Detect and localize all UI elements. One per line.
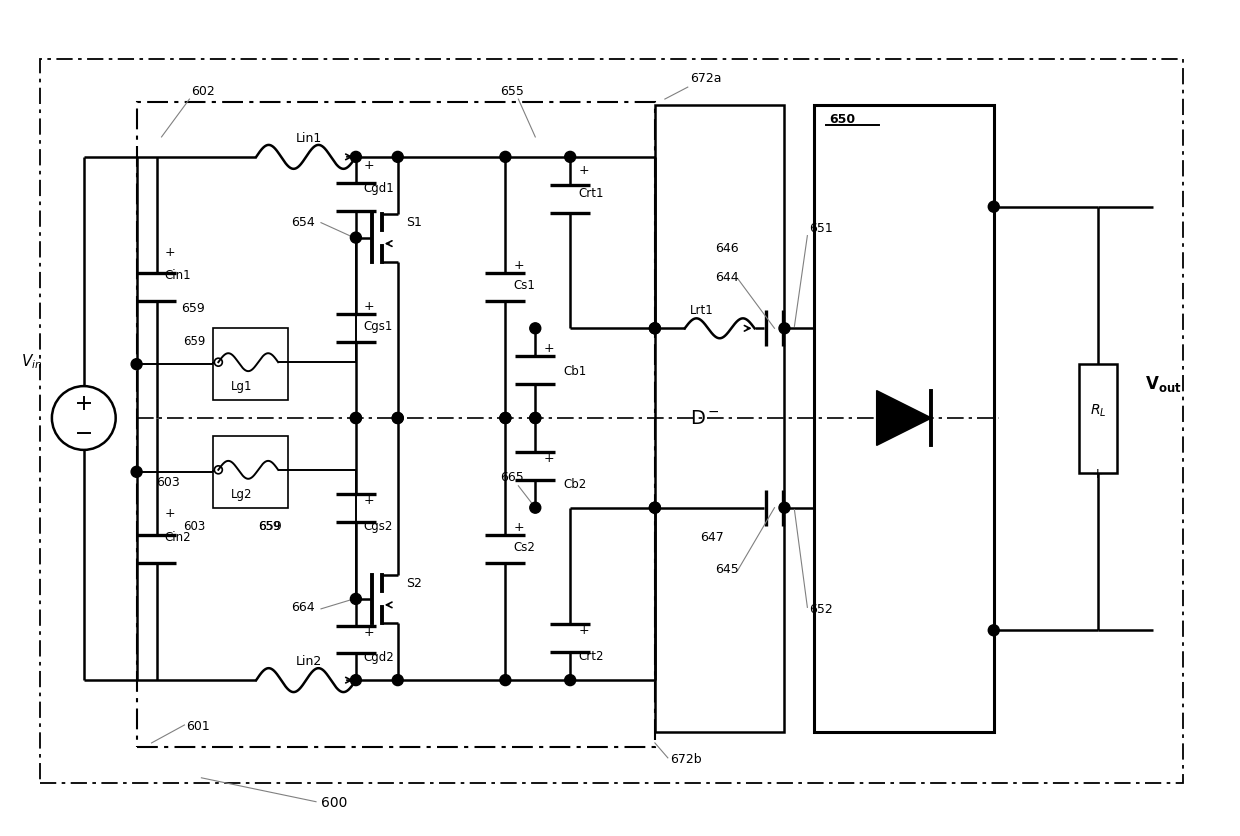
Text: 645: 645 bbox=[714, 563, 739, 577]
Text: 601: 601 bbox=[186, 720, 211, 733]
Text: 602: 602 bbox=[191, 85, 216, 98]
Text: Lg1: Lg1 bbox=[232, 380, 253, 393]
Text: $R_L$: $R_L$ bbox=[1090, 402, 1106, 419]
Text: 600: 600 bbox=[321, 796, 347, 810]
Circle shape bbox=[529, 502, 541, 513]
Text: 659: 659 bbox=[258, 520, 280, 533]
Circle shape bbox=[779, 502, 790, 513]
Text: D$^-$: D$^-$ bbox=[689, 409, 719, 427]
Text: Crt1: Crt1 bbox=[578, 186, 604, 200]
Text: Lin2: Lin2 bbox=[296, 655, 322, 668]
Circle shape bbox=[392, 675, 403, 686]
Text: 654: 654 bbox=[291, 216, 315, 228]
Circle shape bbox=[392, 151, 403, 162]
Text: +: + bbox=[363, 494, 374, 507]
Circle shape bbox=[988, 201, 999, 212]
Circle shape bbox=[392, 412, 403, 424]
Circle shape bbox=[500, 675, 511, 686]
Circle shape bbox=[351, 594, 361, 604]
Text: Cb1: Cb1 bbox=[563, 365, 587, 378]
Circle shape bbox=[500, 412, 511, 424]
Circle shape bbox=[351, 412, 361, 424]
Circle shape bbox=[650, 502, 661, 513]
Text: 647: 647 bbox=[699, 531, 723, 543]
Text: $\mathbf{V_{out}}$: $\mathbf{V_{out}}$ bbox=[1145, 374, 1182, 394]
Text: Lrt1: Lrt1 bbox=[689, 304, 713, 318]
Circle shape bbox=[392, 412, 403, 424]
Circle shape bbox=[779, 323, 790, 334]
Text: +: + bbox=[165, 507, 175, 520]
Text: 659: 659 bbox=[258, 520, 281, 533]
Text: +: + bbox=[513, 521, 525, 534]
Circle shape bbox=[529, 323, 541, 334]
Text: 646: 646 bbox=[714, 242, 738, 254]
Text: $V_{in}$: $V_{in}$ bbox=[21, 352, 42, 371]
Text: Crt2: Crt2 bbox=[578, 650, 604, 663]
Circle shape bbox=[988, 624, 999, 635]
Text: Cgd1: Cgd1 bbox=[363, 182, 394, 196]
Text: S1: S1 bbox=[405, 216, 422, 228]
Text: Cgs1: Cgs1 bbox=[363, 320, 393, 333]
Text: +: + bbox=[543, 451, 554, 465]
Text: 665: 665 bbox=[501, 471, 525, 484]
Text: +: + bbox=[1091, 467, 1104, 482]
Text: Lg2: Lg2 bbox=[232, 487, 253, 501]
Text: 659: 659 bbox=[184, 335, 206, 349]
Text: 652: 652 bbox=[810, 604, 833, 616]
Text: Cgs2: Cgs2 bbox=[363, 520, 393, 533]
Text: 672b: 672b bbox=[670, 753, 702, 766]
Circle shape bbox=[500, 151, 511, 162]
Text: 672a: 672a bbox=[689, 72, 722, 85]
Text: +: + bbox=[363, 160, 374, 172]
Circle shape bbox=[529, 412, 541, 424]
Text: 655: 655 bbox=[501, 85, 525, 98]
Circle shape bbox=[650, 323, 661, 334]
Text: 650: 650 bbox=[830, 113, 856, 126]
Text: S2: S2 bbox=[405, 577, 422, 590]
Text: Cin2: Cin2 bbox=[165, 531, 191, 544]
Circle shape bbox=[564, 675, 575, 686]
Text: Cs1: Cs1 bbox=[513, 279, 536, 293]
Circle shape bbox=[351, 151, 361, 162]
Text: 603: 603 bbox=[156, 476, 180, 489]
Text: 659: 659 bbox=[181, 303, 205, 315]
Circle shape bbox=[564, 151, 575, 162]
Polygon shape bbox=[877, 390, 931, 446]
Circle shape bbox=[529, 412, 541, 424]
Circle shape bbox=[650, 323, 661, 334]
Circle shape bbox=[351, 412, 361, 424]
Text: +: + bbox=[165, 246, 175, 258]
Circle shape bbox=[500, 412, 511, 424]
Text: 664: 664 bbox=[291, 601, 315, 614]
Text: +: + bbox=[578, 624, 589, 637]
Circle shape bbox=[351, 232, 361, 243]
Text: Cin1: Cin1 bbox=[165, 269, 191, 283]
Text: Cgd2: Cgd2 bbox=[363, 651, 394, 665]
Circle shape bbox=[351, 675, 361, 686]
Circle shape bbox=[650, 502, 661, 513]
Text: Cb2: Cb2 bbox=[563, 477, 587, 491]
Circle shape bbox=[131, 359, 143, 370]
Text: +: + bbox=[578, 164, 589, 177]
Text: Cs2: Cs2 bbox=[513, 541, 536, 554]
Text: 603: 603 bbox=[184, 520, 206, 533]
Text: 651: 651 bbox=[810, 222, 833, 235]
Text: +: + bbox=[363, 625, 374, 639]
Circle shape bbox=[131, 466, 143, 477]
Text: +: + bbox=[363, 300, 374, 313]
Text: Lin1: Lin1 bbox=[296, 132, 322, 145]
Text: +: + bbox=[543, 342, 554, 355]
Text: 644: 644 bbox=[714, 272, 738, 284]
Text: +: + bbox=[513, 259, 525, 273]
